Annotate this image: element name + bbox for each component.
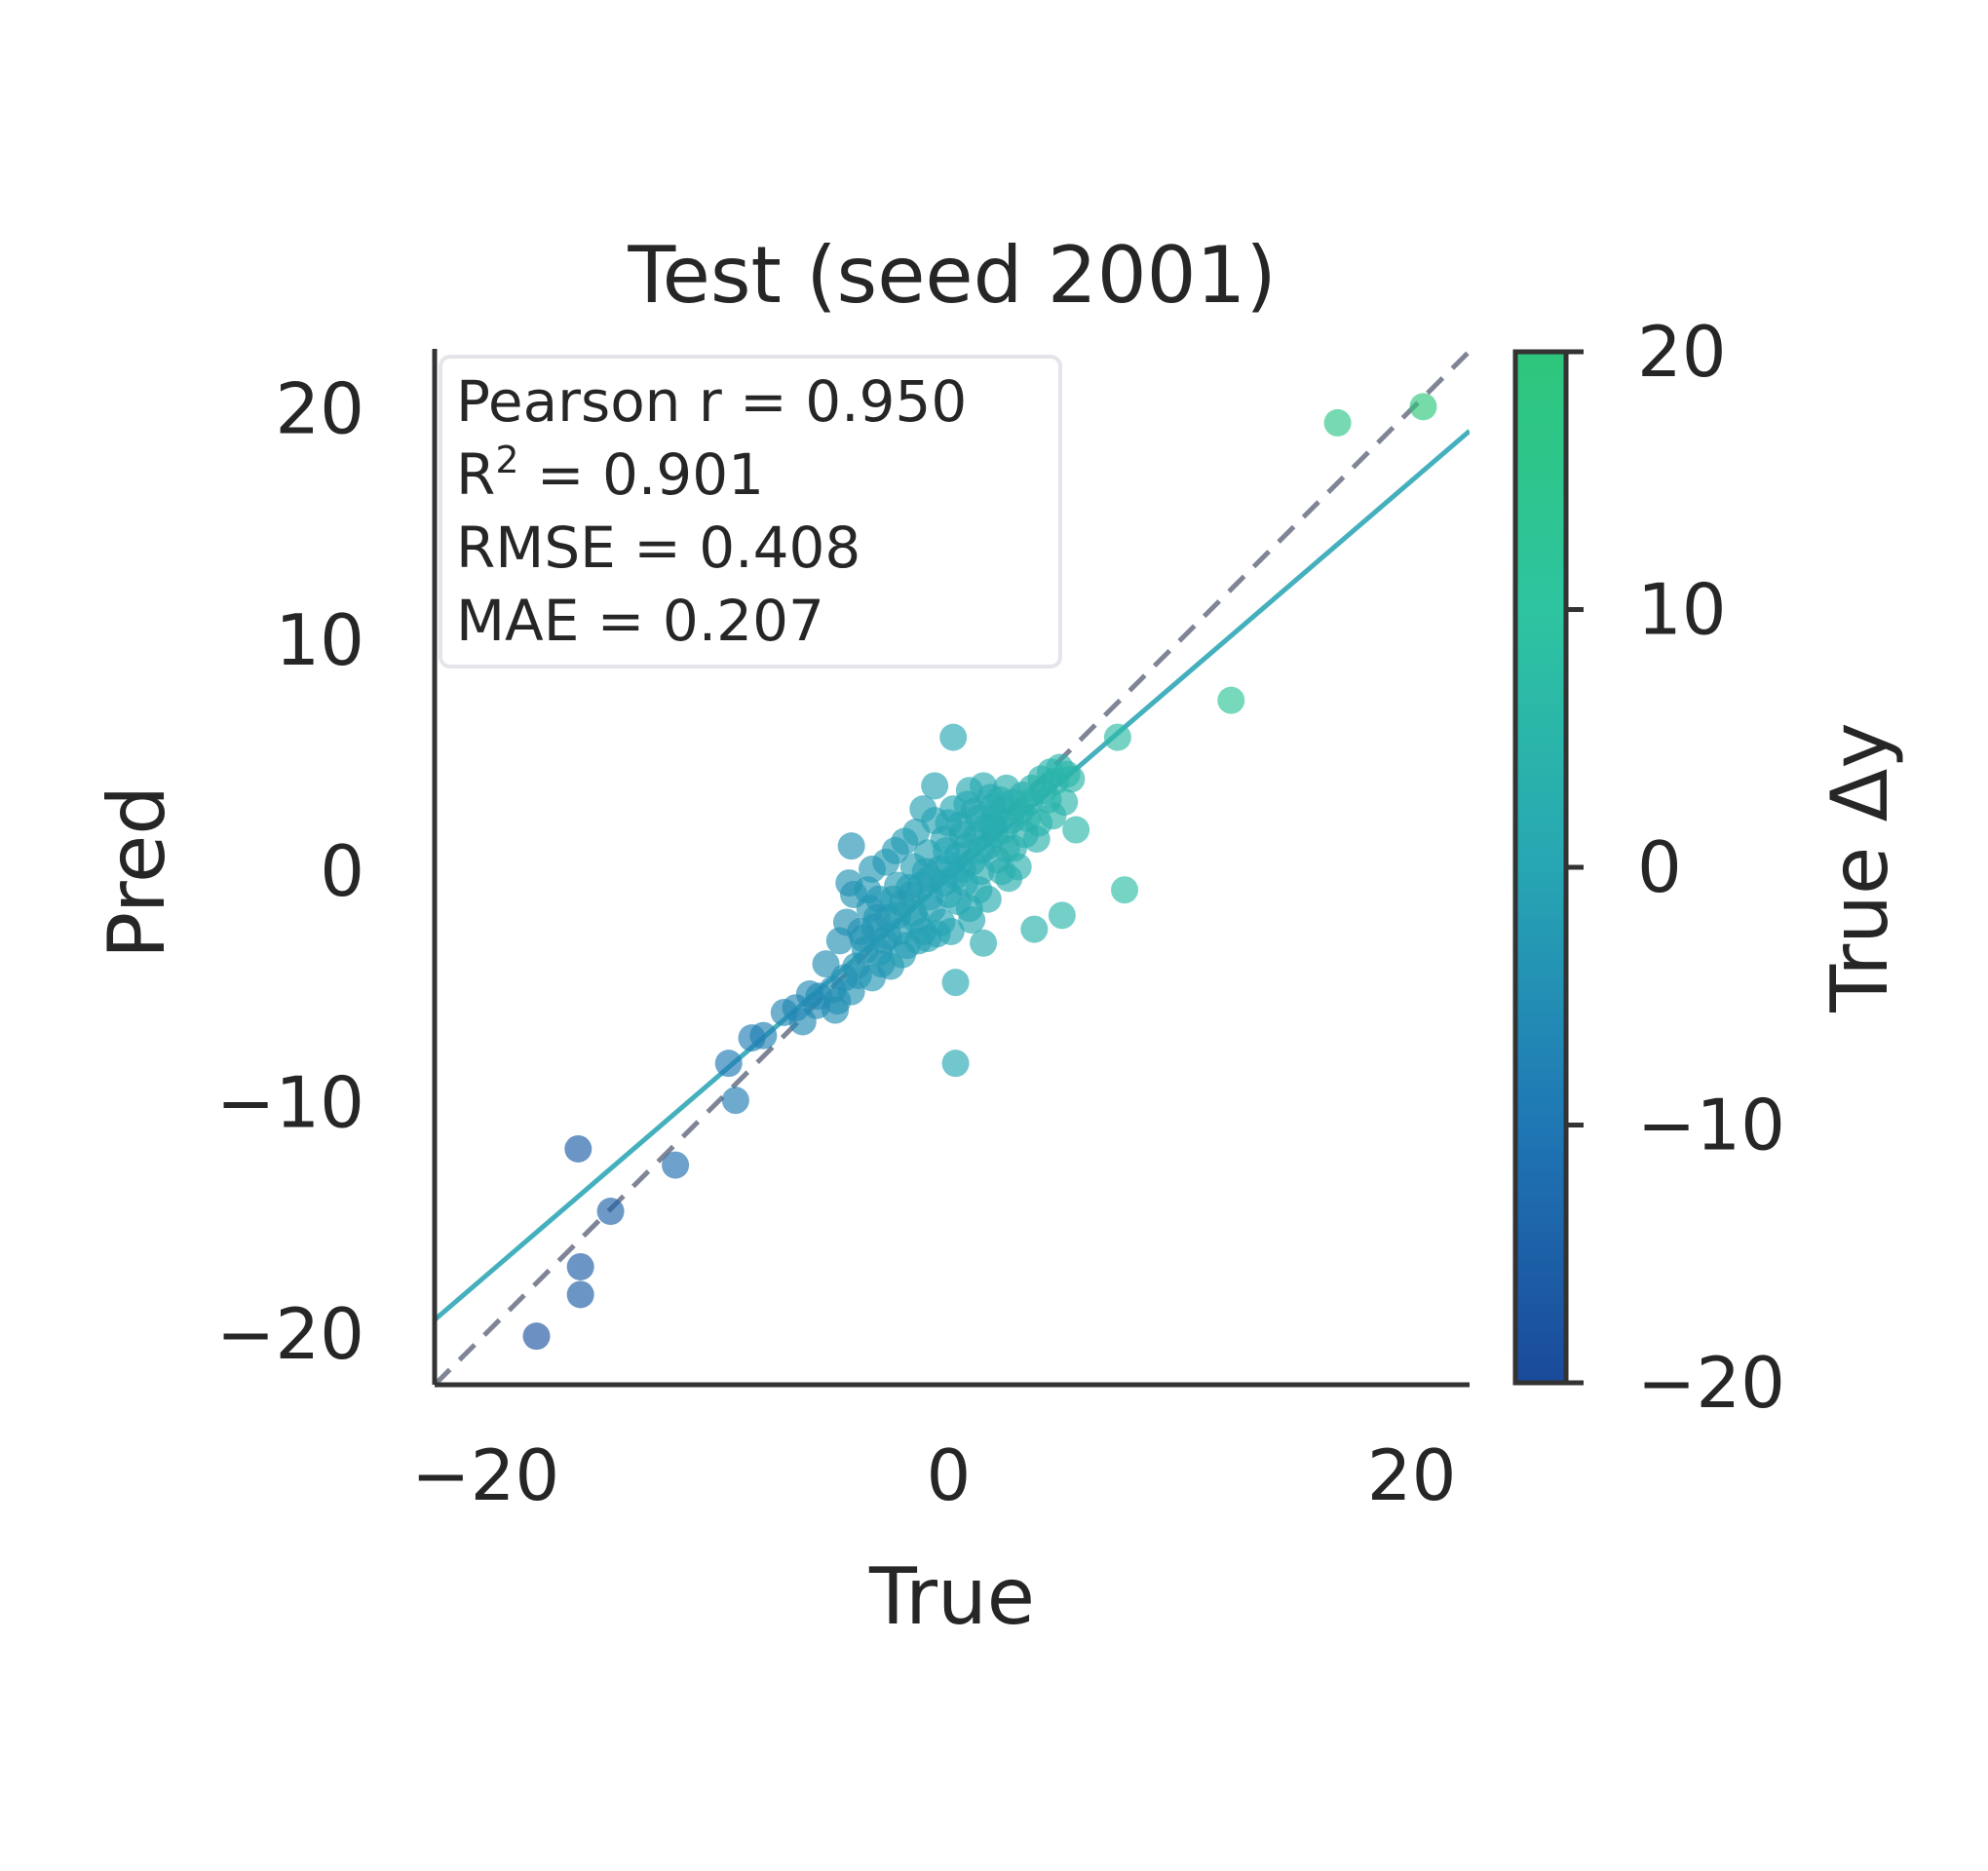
y-axis-label: Pred [92,785,182,959]
stats-r2-prefix: R [456,441,495,508]
data-point [715,1050,743,1077]
stats-mae: MAE = 0.207 [456,588,824,654]
y-tick-label: −20 [216,1293,364,1375]
data-point [523,1322,551,1350]
data-point [813,950,840,977]
data-point [1013,805,1041,832]
data-point [722,1087,749,1114]
y-tick-label: 10 [275,599,364,681]
data-point [953,790,980,818]
colorbar-tick-label: −20 [1637,1342,1785,1424]
data-point [838,832,865,859]
x-tick-label: 20 [1367,1434,1457,1516]
stats-rmse: RMSE = 0.408 [456,515,860,581]
data-point [993,835,1020,862]
data-point [1049,901,1076,929]
data-point [1062,817,1090,844]
colorbar: −20 −10 0 10 20 True Δy [1515,311,1905,1424]
colorbar-tick-label: 10 [1637,569,1727,651]
data-point [914,925,941,952]
stats-r2-value: = 0.901 [519,441,765,508]
data-point [882,837,909,864]
data-point [970,930,997,957]
data-point [939,724,967,751]
data-point [942,969,970,996]
chart-title: Test (seed 2001) [627,230,1276,321]
stats-pearson: Pearson r = 0.950 [456,368,967,435]
data-point [1057,765,1085,792]
x-tick-label: 0 [927,1434,972,1516]
y-tick-label: 20 [275,368,364,450]
data-point [1104,724,1131,751]
data-point [1020,916,1048,943]
colorbar-tick-label: 20 [1637,311,1727,393]
data-point [564,1135,592,1163]
colorbar-tick-label: −10 [1637,1085,1785,1166]
stats-r2-superscript: 2 [495,439,518,481]
data-point [597,1198,625,1225]
data-point [942,1050,970,1077]
data-point [1217,687,1244,714]
data-point [833,908,860,936]
data-point [662,1152,689,1179]
data-point [979,812,1007,839]
x-tick-label: −20 [411,1434,559,1516]
data-point [988,858,1015,885]
data-point [567,1253,594,1280]
data-point [968,837,995,864]
data-point [921,772,948,799]
colorbar-fill [1515,352,1566,1383]
x-axis-label: True [868,1551,1035,1642]
data-point [567,1280,594,1308]
data-point [884,901,911,929]
y-tick-label: 0 [320,830,364,912]
data-point [1111,876,1138,903]
colorbar-label: True Δy [1815,722,1905,1012]
data-point [749,1022,777,1050]
stats-box: Pearson r = 0.950 R2 = 0.901 RMSE = 0.40… [440,357,1060,667]
data-point [854,876,881,903]
data-point [1039,802,1066,829]
data-point [865,938,893,966]
y-tick-label: −10 [216,1062,364,1144]
data-point [859,964,886,991]
data-point [1409,393,1436,420]
colorbar-tick-label: 0 [1637,826,1682,908]
data-point [1324,409,1352,437]
